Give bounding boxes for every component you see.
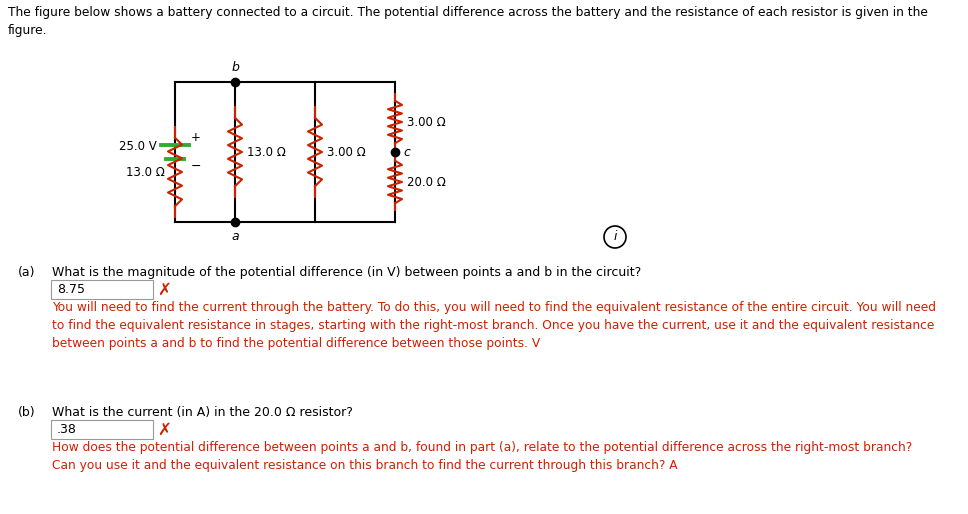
Text: a: a: [231, 230, 239, 243]
FancyBboxPatch shape: [51, 280, 153, 299]
Text: What is the magnitude of the potential difference (in V) between points a and b : What is the magnitude of the potential d…: [52, 266, 641, 279]
Text: b: b: [231, 61, 239, 74]
Text: 3.00 Ω: 3.00 Ω: [327, 145, 366, 158]
Text: (b): (b): [18, 406, 36, 419]
Text: 13.0 Ω: 13.0 Ω: [126, 166, 165, 178]
Text: The figure below shows a battery connected to a circuit. The potential differenc: The figure below shows a battery connect…: [8, 6, 928, 37]
Text: c: c: [403, 145, 409, 158]
Text: 20.0 Ω: 20.0 Ω: [407, 175, 446, 189]
Text: 13.0 Ω: 13.0 Ω: [247, 145, 286, 158]
Text: 8.75: 8.75: [57, 283, 85, 296]
Text: 3.00 Ω: 3.00 Ω: [407, 116, 445, 128]
Text: You will need to find the current through the battery. To do this, you will need: You will need to find the current throug…: [52, 301, 936, 350]
Text: ✗: ✗: [157, 281, 171, 299]
Text: (a): (a): [18, 266, 36, 279]
FancyBboxPatch shape: [51, 420, 153, 439]
Text: i: i: [614, 230, 617, 244]
Text: 25.0 V: 25.0 V: [119, 140, 157, 154]
Text: −: −: [191, 160, 201, 173]
Text: +: +: [191, 131, 201, 144]
Text: What is the current (in A) in the 20.0 Ω resistor?: What is the current (in A) in the 20.0 Ω…: [52, 406, 353, 419]
Text: How does the potential difference between points a and b, found in part (a), rel: How does the potential difference betwee…: [52, 441, 912, 472]
Text: .38: .38: [57, 423, 76, 436]
Text: ✗: ✗: [157, 420, 171, 438]
